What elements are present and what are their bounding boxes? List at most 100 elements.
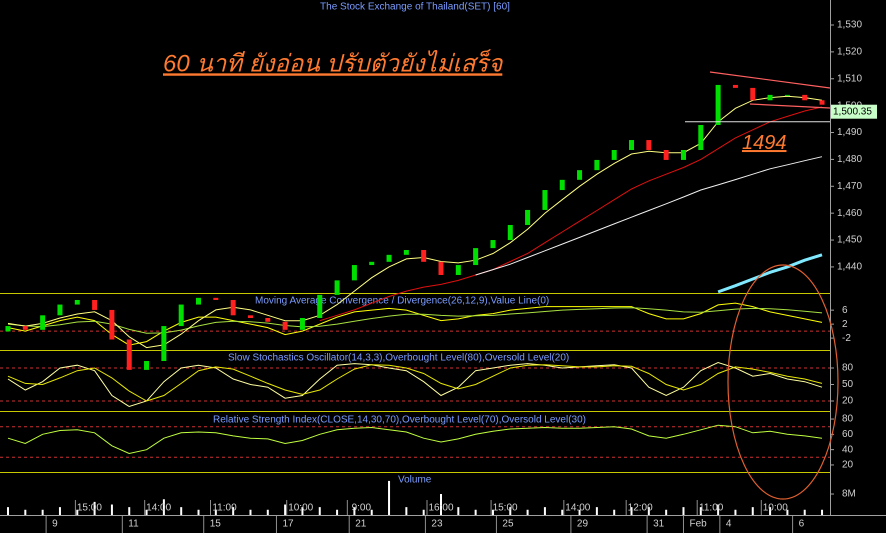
volume-bar <box>699 507 702 515</box>
candle <box>351 265 357 281</box>
y-tick-label: 1,530 <box>837 20 862 31</box>
candle <box>317 294 323 318</box>
candle <box>646 140 652 150</box>
candle <box>109 309 115 340</box>
y-tick-label: 1,450 <box>837 235 862 246</box>
y-tick-label: 1,460 <box>837 208 862 219</box>
volume-bar <box>388 480 391 515</box>
candle <box>784 94 790 96</box>
y-tick-label: 1,510 <box>837 73 862 84</box>
candle <box>247 315 253 318</box>
candle <box>490 240 496 249</box>
volume-bar <box>821 509 824 515</box>
candle <box>438 261 444 275</box>
candle <box>559 179 565 191</box>
volume-bar <box>665 509 668 515</box>
volume-bar <box>93 501 96 515</box>
candle <box>369 261 375 266</box>
x-tick-label: 9 <box>52 519 58 530</box>
volume-bar <box>353 507 356 515</box>
x-tick-label: 14:00 <box>565 503 590 514</box>
candle <box>525 209 531 225</box>
candle <box>230 299 236 316</box>
annotation: 60 นาที ยังอ่อน ปรับตัวยังไม่เสร็จ <box>163 48 503 77</box>
candle <box>507 224 513 241</box>
series-line <box>7 302 823 346</box>
last-price-box <box>831 104 877 119</box>
candle <box>680 149 686 160</box>
x-tick-label: 15:00 <box>493 503 518 514</box>
panel-title: Relative Strength Index(CLOSE,14,30,70),… <box>213 415 586 426</box>
candle <box>819 100 825 105</box>
volume-bar <box>769 507 772 515</box>
series-line <box>717 253 823 294</box>
volume-bar <box>491 509 494 515</box>
candle <box>629 140 635 150</box>
x-tick-label: 17 <box>282 519 294 530</box>
series-line <box>319 106 823 322</box>
panel-frames <box>0 0 886 516</box>
volume-bar <box>180 507 183 515</box>
x-tick-label: 10:00 <box>288 503 313 514</box>
x-tick-label: 10:00 <box>763 503 788 514</box>
candle <box>611 149 617 160</box>
series-line <box>7 361 823 408</box>
candle <box>40 315 46 330</box>
candle <box>715 84 721 125</box>
chart-title: The Stock Exchange of Thailand(SET) [60] <box>320 2 510 13</box>
candle <box>282 321 288 330</box>
candle <box>732 84 738 88</box>
x-tick-label: Feb <box>689 519 707 530</box>
y-tick-label: 80 <box>842 363 854 374</box>
volume-bar <box>266 509 269 515</box>
volume-bar <box>630 507 633 515</box>
candle <box>577 170 583 180</box>
x-tick-label: 12:00 <box>628 503 653 514</box>
y-tick-label: 80 <box>842 414 854 425</box>
x-tick-label: 11:00 <box>699 503 724 514</box>
volume-bar <box>613 509 616 515</box>
volume-bar <box>561 509 564 515</box>
volume-bar <box>336 509 339 515</box>
x-tick-label: 31 <box>653 519 665 530</box>
panel-title: Volume <box>398 475 432 486</box>
candle <box>386 254 392 262</box>
x-tick-label: 15:00 <box>77 503 102 514</box>
volume-bar <box>301 507 304 515</box>
x-tick-label: 16:00 <box>428 503 453 514</box>
candle <box>594 159 600 171</box>
x-tick-label: 14:00 <box>146 503 171 514</box>
volume-bar <box>474 509 477 515</box>
x-tick-label: 15 <box>210 519 222 530</box>
volume-bar <box>751 507 754 515</box>
candle <box>22 326 28 330</box>
candle <box>126 339 132 370</box>
volume-bar <box>440 494 442 515</box>
series-line <box>475 156 823 276</box>
candle <box>213 297 219 300</box>
volume-bar <box>76 509 79 515</box>
candle <box>455 265 461 275</box>
candle <box>74 299 80 305</box>
volume-bar <box>682 507 685 515</box>
y-tick-label: 8M <box>842 489 856 500</box>
series-line <box>7 364 823 402</box>
x-tick-label: 11:00 <box>212 503 237 514</box>
y-tick-label: 40 <box>842 444 854 455</box>
x-tick-label: 29 <box>577 519 589 530</box>
x-tick-label: 6 <box>799 519 805 530</box>
y-tick-label: 2 <box>842 319 848 330</box>
plot-layer: 6 2 -2 Moving Average Convergence / Diverge… <box>0 20 877 533</box>
volume-bar <box>128 507 131 515</box>
volume-bar <box>110 504 113 515</box>
series-line <box>7 307 823 334</box>
series-line <box>7 424 823 455</box>
candle <box>473 248 479 266</box>
y-tick-label: 1,440 <box>837 262 862 273</box>
volume-bar <box>734 509 737 515</box>
volume-bar <box>318 507 321 515</box>
x-tick-label: 23 <box>431 519 443 530</box>
candle <box>403 249 409 255</box>
candle <box>542 190 548 210</box>
